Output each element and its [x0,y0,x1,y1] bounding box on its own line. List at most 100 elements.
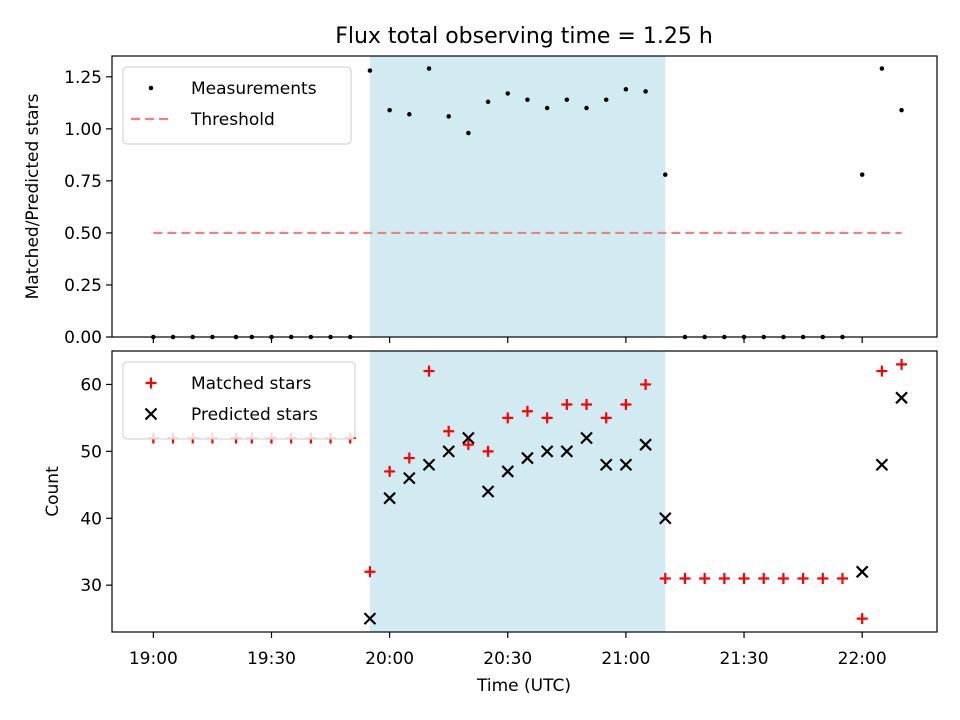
data-marker [679,572,691,584]
y-tick-label: 40 [80,509,102,529]
ratio-panel: 0.00 0.25 0.50 0.75 1.00 1.25 Matched/Predicte… [23,55,938,348]
data-point [505,91,511,96]
data-marker [384,465,396,477]
data-point [643,89,648,94]
y-tick-label: 1.00 [64,120,102,140]
data-marker [403,452,415,464]
data-marker [561,399,573,411]
data-marker [580,431,593,445]
data-marker [422,458,436,472]
x-tick-label: 19:30 [247,649,296,669]
x-tick-label: 19:00 [129,649,178,669]
data-point [426,66,432,71]
data-marker [502,412,514,424]
data-marker [718,572,730,584]
legend-label: Matched stars [191,374,311,394]
data-point [623,87,629,92]
data-point [564,97,570,102]
y-tick-label: 50 [80,442,102,462]
data-marker [895,391,908,405]
data-marker [896,358,908,370]
data-point [859,172,865,177]
data-marker [758,572,770,584]
data-point [407,112,412,117]
data-marker [521,405,533,417]
data-marker [817,572,829,584]
legend-swatch [144,407,158,421]
count-panel: 30 40 50 60 Count Matched stars Predicted star… [43,350,938,638]
data-marker [699,572,711,584]
x-tick-label: 21:00 [601,649,650,669]
legend-label: Predicted stars [191,405,318,425]
data-point [544,105,550,111]
data-marker [541,412,553,424]
data-point [603,97,609,102]
chart-title: Flux total observing time = 1.25 h [335,24,713,49]
y-tick-label: 0.75 [64,172,102,192]
data-point [446,114,451,119]
data-marker [442,445,455,458]
data-point [879,66,885,71]
panel-frame [111,55,938,338]
y-axis-label: Count [43,466,63,517]
data-marker [482,445,494,457]
x-axis-label: Time (UTC) [476,676,571,696]
data-marker [619,458,633,472]
data-marker [599,458,613,472]
data-marker [640,378,652,390]
observing-span [369,56,666,337]
y-tick-label: 60 [80,375,102,395]
data-marker [659,572,671,584]
legend-box [122,361,356,440]
data-marker [383,491,396,505]
data-marker [600,412,612,424]
panel-frame [111,350,938,633]
y-tick-label: 0.25 [64,276,102,296]
data-marker [363,612,377,625]
data-marker [560,445,574,458]
legend-swatch [148,85,154,91]
data-marker [875,458,889,472]
data-point [584,105,589,111]
series-measurements [151,66,904,340]
legend: Measurements Threshold [122,66,352,145]
y-tick-label: 0.00 [64,328,102,348]
legend: Matched stars Predicted stars [122,361,356,440]
data-marker [540,445,554,458]
data-marker [443,425,455,437]
data-point [485,99,491,105]
data-marker [521,451,534,465]
data-marker [659,511,672,525]
data-marker [581,399,593,411]
y-tick-label: 30 [80,576,102,596]
x-axis: 19:00 19:30 20:00 20:30 21:00 21:30 22:00 [129,649,887,669]
data-point [367,68,373,73]
x-tick-label: 20:30 [483,649,532,669]
x-tick-label: 21:30 [720,649,769,669]
data-marker [481,485,495,498]
data-point [387,107,392,113]
data-point [466,130,471,136]
data-marker [797,572,809,584]
observing-span [369,351,666,632]
data-point [525,97,530,102]
data-marker [364,566,376,578]
x-tick-label: 22:00 [838,649,887,669]
series-predicted-stars [363,391,908,625]
data-marker [462,439,474,451]
data-marker [777,572,789,584]
y-tick-label: 0.50 [64,224,102,244]
data-marker [876,365,888,377]
legend-box [122,66,352,145]
data-marker [462,431,475,445]
data-marker [836,572,848,584]
y-tick-label: 1.25 [64,68,102,88]
data-marker [423,365,435,377]
legend-swatch [145,377,157,389]
y-axis-label: Matched/Predicted stars [23,93,43,299]
data-point [899,107,904,113]
data-marker [855,565,869,579]
data-marker [501,465,515,478]
legend-label: Measurements [191,79,317,99]
